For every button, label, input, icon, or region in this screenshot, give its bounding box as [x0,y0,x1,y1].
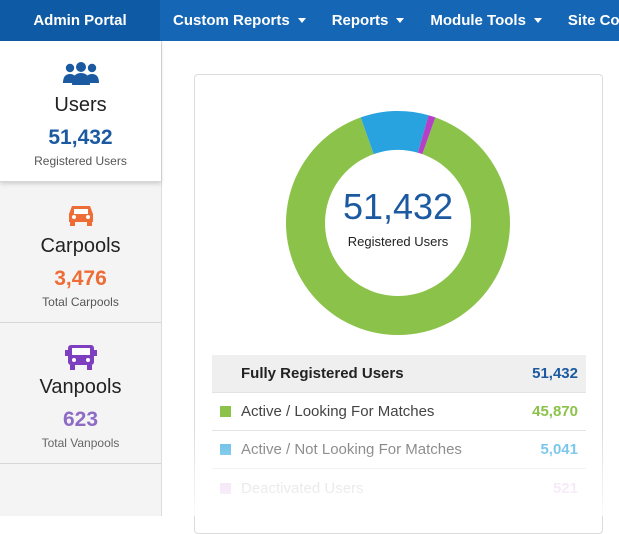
row-label: Active / Looking For Matches [241,403,435,420]
nav-menu: Custom Reports Reports Module Tools Site… [160,0,619,41]
row-value: 5,041 [540,441,578,458]
card-title: Vanpools [39,376,122,398]
legend-swatch [220,482,231,494]
nav-label: Custom Reports [173,12,290,29]
donut-center: 51,432 Registered Users [320,186,476,249]
row-label: Deactivated Users [241,479,364,497]
donut-slice-2[interactable] [417,115,436,155]
header-value: 51,432 [532,365,578,382]
table-row[interactable]: Active / Looking For Matches 45,870 [212,393,586,431]
table-row[interactable]: Active / Not Looking For Matches 5,041 [212,431,586,469]
caret-down-icon [533,18,542,23]
table-row[interactable]: Deactivated Users 521 [212,469,586,507]
donut-slice-1[interactable] [360,110,429,155]
card-subtitle: Registered Users [34,154,127,168]
top-nav-bar: Admin Portal Custom Reports Reports Modu… [0,0,619,41]
users-icon [0,61,161,89]
sidebar-card-carpools[interactable]: Carpools 3,476 Total Carpools [0,182,161,323]
nav-module-tools[interactable]: Module Tools [417,0,555,41]
card-subtitle: Total Carpools [42,295,119,309]
caret-down-icon [297,18,306,23]
van-icon [0,343,161,371]
nav-label: Module Tools [430,12,526,29]
row-value: 521 [552,479,578,497]
total-users-label: Registered Users [347,234,449,249]
nav-custom-reports[interactable]: Custom Reports [160,0,319,41]
card-subtitle: Total Vanpools [41,436,120,450]
card-title: Carpools [40,235,121,257]
users-donut-chart [286,110,510,335]
card-count: 51,432 [48,126,113,149]
legend-swatch [220,444,231,455]
row-value: 45,870 [532,403,578,420]
header-label: Fully Registered Users [241,365,404,382]
caret-down-icon [396,18,405,23]
nav-site-config[interactable]: Site Confi [555,0,619,41]
nav-label: Reports [331,12,389,29]
nav-label: Site Confi [567,12,619,29]
card-count: 3,476 [54,267,107,290]
sidebar: Users 51,432 Registered Users Carpools 3… [0,41,162,516]
nav-reports[interactable]: Reports [319,0,418,41]
card-title: Users [54,94,107,116]
brand-link[interactable]: Admin Portal [0,0,160,41]
sidebar-card-users[interactable]: Users 51,432 Registered Users [0,41,161,182]
legend-swatch [220,406,231,417]
car-icon [0,202,161,230]
total-users-count: 51,432 [342,186,454,227]
card-count: 623 [62,408,99,431]
sidebar-card-vanpools[interactable]: Vanpools 623 Total Vanpools [0,323,161,464]
row-label: Active / Not Looking For Matches [241,441,462,458]
users-breakdown-table: Fully Registered Users 51,432 Active / L… [212,355,586,507]
table-header-row: Fully Registered Users 51,432 [212,355,586,393]
donut-slice-0[interactable] [286,117,510,335]
